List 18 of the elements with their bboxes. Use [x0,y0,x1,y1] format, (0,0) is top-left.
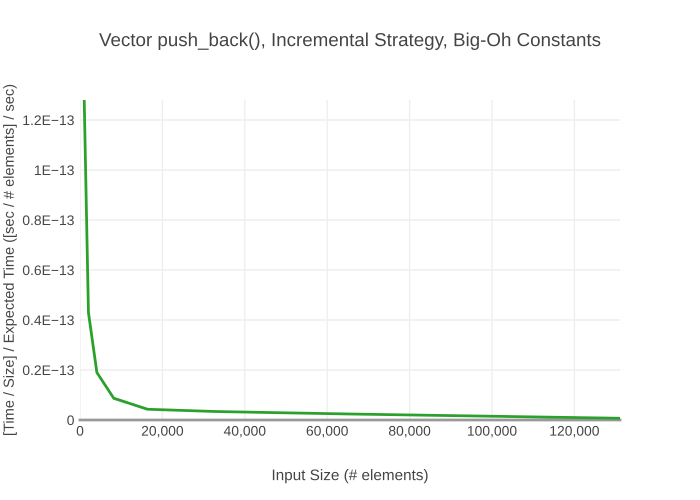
x-tick-label: 120,000 [550,426,599,438]
y-tick-label: 0.8E−13 [22,215,74,226]
x-tick-label: 20,000 [142,426,184,438]
x-tick-label: 40,000 [224,426,266,438]
x-tick-label: 100,000 [468,426,517,438]
y-tick-label: 0.4E−13 [22,315,74,326]
x-tick-label: 60,000 [306,426,348,438]
y-tick-label: 0.2E−13 [22,365,74,376]
line-series [82,100,620,420]
y-tick-label: 0 [67,415,74,426]
y-axis-title: [Time / Size] / Expected Time ([sec / # elements] / sec) [3,84,17,435]
y-tick-label: 0.6E−13 [22,265,74,276]
chart-title: Vector push_back(), Incremental Strategy, Big-Oh Constants [99,32,600,50]
x-tick-label: 0 [76,426,84,436]
y-tick-label: 1.2E−13 [23,115,74,126]
x-tick-label: 80,000 [388,426,430,438]
y-tick-label: 1E−13 [34,165,74,176]
x-axis-title: Input Size (# elements) [272,469,428,484]
